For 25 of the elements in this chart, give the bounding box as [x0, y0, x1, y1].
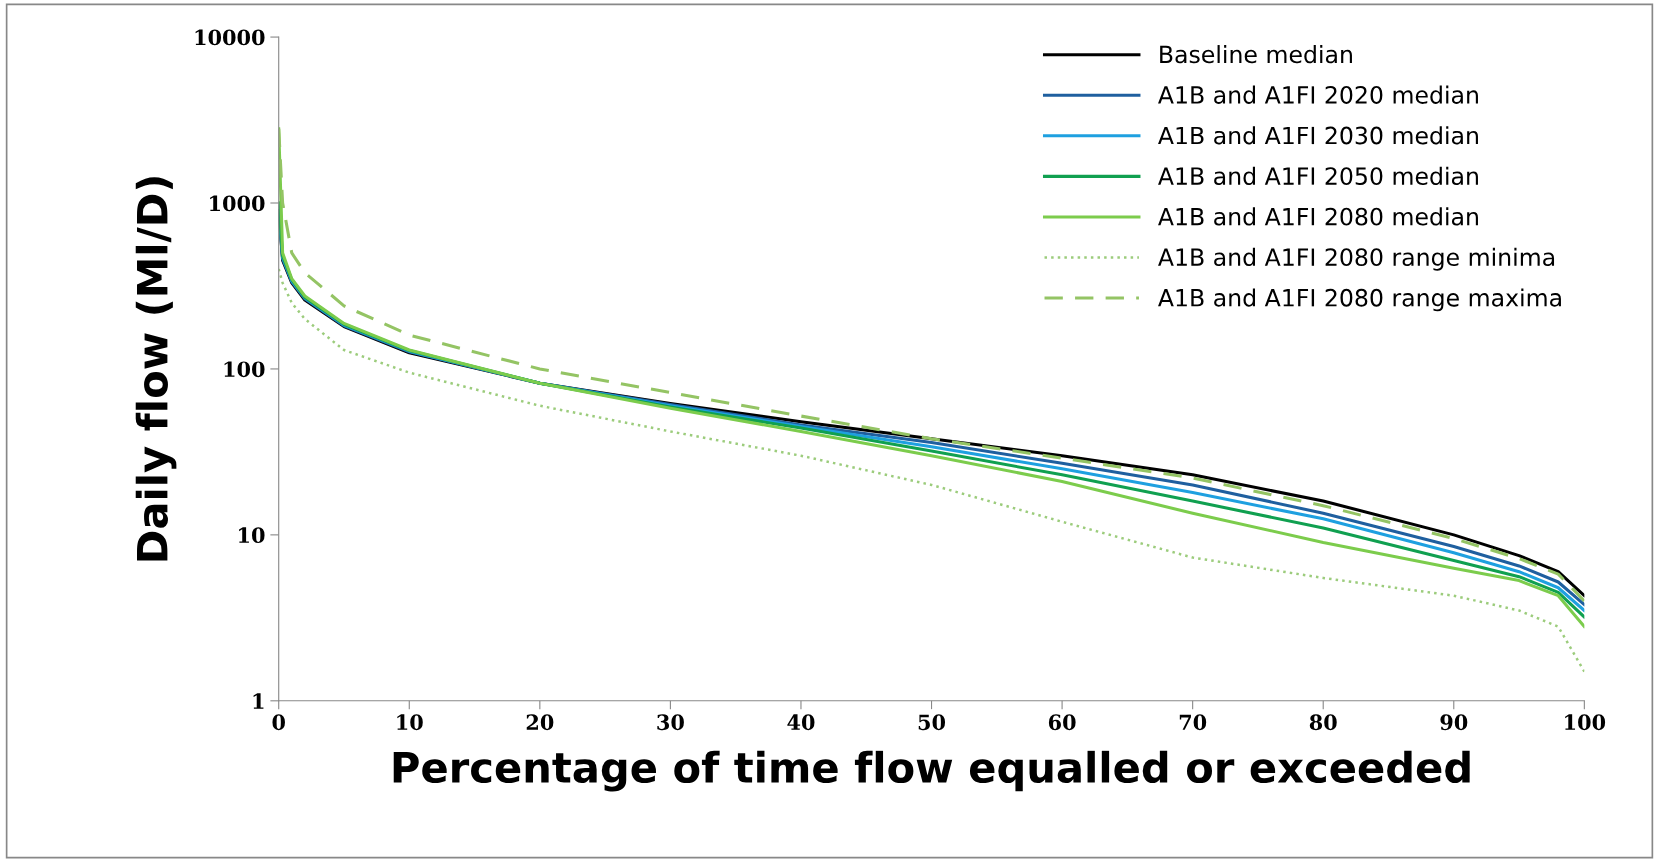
x-tick-label: 80: [1309, 714, 1337, 731]
x-tick-label: 60: [1048, 714, 1076, 731]
legend-label: A1B and A1FI 2050 median: [1158, 166, 1478, 185]
y-tick-label: 10000: [195, 29, 265, 46]
y-tick-label: 100: [224, 361, 265, 378]
legend-label: A1B and A1FI 2030 median: [1158, 126, 1478, 145]
legend-label: A1B and A1FI 2080 range minima: [1158, 247, 1555, 271]
x-tick-label: 90: [1440, 714, 1468, 731]
x-tick-label: 100: [1565, 714, 1606, 731]
y-tick-label: 1000: [210, 195, 265, 212]
x-tick-label: 0: [272, 714, 285, 731]
x-tick-label: 10: [397, 714, 423, 731]
y-axis-title: Daily flow (Ml/D): [135, 177, 177, 561]
legend-label: A1B and A1FI 2020 median: [1158, 85, 1478, 104]
x-tick-label: 30: [657, 714, 684, 731]
x-tick-label: 20: [526, 714, 554, 731]
legend-label: A1B and A1FI 2080 median: [1158, 207, 1478, 226]
y-tick-label: 10: [239, 527, 265, 544]
x-tick-label: 70: [1179, 714, 1207, 731]
x-axis-title: Percentage of time flow equalled or exceeded: [393, 750, 1470, 792]
legend-label: Baseline median: [1160, 45, 1352, 64]
y-tick-label: 1: [253, 693, 264, 709]
x-tick-label: 40: [787, 714, 815, 731]
legend-label: A1B and A1FI 2080 range maxima: [1158, 288, 1561, 312]
x-tick-label: 50: [918, 714, 946, 731]
